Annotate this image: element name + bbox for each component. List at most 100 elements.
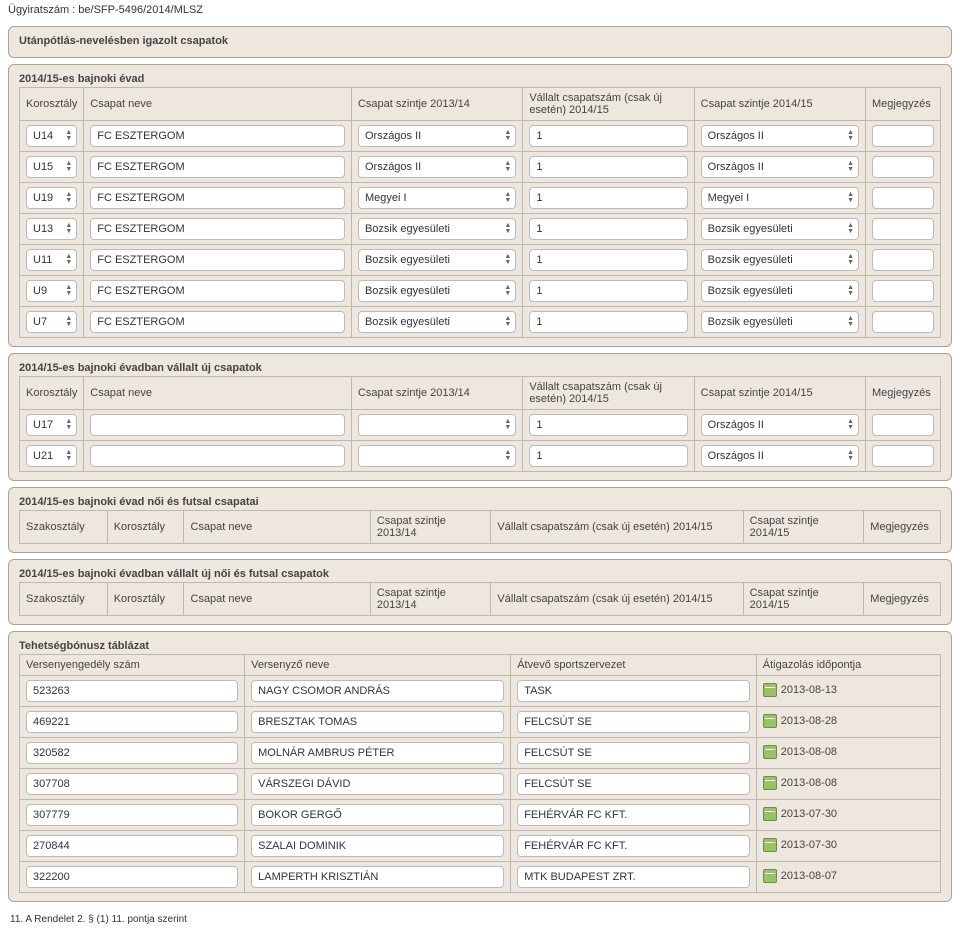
note-input[interactable]: [872, 311, 934, 333]
level-2014-select[interactable]: Országos II▲▼: [701, 125, 859, 147]
select-value: U7: [33, 316, 47, 328]
player-name-input[interactable]: NAGY CSOMOR ANDRÁS: [251, 680, 504, 702]
receiving-org-input[interactable]: FELCSÚT SE: [517, 742, 750, 764]
th-megj: Megjegyzés: [866, 377, 941, 410]
receiving-org-input[interactable]: FEHÉRVÁR FC KFT.: [517, 835, 750, 857]
player-name-input[interactable]: VÁRSZEGI DÁVID: [251, 773, 504, 795]
team-name-input[interactable]: FC ESZTERGOM: [90, 280, 345, 302]
receiving-org-input[interactable]: FELCSÚT SE: [517, 773, 750, 795]
age-group-select[interactable]: U17▲▼: [26, 414, 77, 436]
level-2013-select[interactable]: Országos II▲▼: [358, 156, 516, 178]
team-name-input[interactable]: [90, 445, 345, 467]
level-2014-select[interactable]: Országos II▲▼: [701, 414, 859, 436]
level-2013-select[interactable]: Bozsik egyesületi▲▼: [358, 311, 516, 333]
note-input[interactable]: [872, 445, 934, 467]
receiving-org-input[interactable]: MTK BUDAPEST ZRT.: [517, 866, 750, 888]
license-number-input[interactable]: 307708: [26, 773, 238, 795]
player-name-input[interactable]: MOLNÁR AMBRUS PÉTER: [251, 742, 504, 764]
note-input[interactable]: [872, 249, 934, 271]
stepper-icon: ▲▼: [504, 192, 511, 204]
th-szintje13: Csapat szintje 2013/14: [370, 583, 491, 616]
license-number-input[interactable]: 270844: [26, 835, 238, 857]
level-2014-select[interactable]: Bozsik egyesületi▲▼: [701, 218, 859, 240]
transfer-date-field[interactable]: 2013-08-13: [763, 683, 837, 697]
select-value: Megyei I: [708, 192, 750, 204]
team-name-input[interactable]: FC ESZTERGOM: [90, 187, 345, 209]
transfer-date-field[interactable]: 2013-08-28: [763, 714, 837, 728]
team-name-input[interactable]: FC ESZTERGOM: [90, 156, 345, 178]
level-2014-select[interactable]: Országos II▲▼: [701, 156, 859, 178]
table-row: 523263 NAGY CSOMOR ANDRÁS TASK 2013-08-13: [20, 676, 941, 707]
team-count-input[interactable]: 1: [529, 280, 687, 302]
license-number-input[interactable]: 322200: [26, 866, 238, 888]
team-count-input[interactable]: 1: [529, 218, 687, 240]
license-number-input[interactable]: 307779: [26, 804, 238, 826]
level-2013-select[interactable]: Megyei I▲▼: [358, 187, 516, 209]
team-name-input[interactable]: FC ESZTERGOM: [90, 311, 345, 333]
level-2013-select[interactable]: Bozsik egyesületi▲▼: [358, 280, 516, 302]
note-input[interactable]: [872, 125, 934, 147]
age-group-select[interactable]: U19▲▼: [26, 187, 77, 209]
input-value: 523263: [33, 685, 70, 697]
input-value: 1: [536, 223, 542, 235]
level-2013-select[interactable]: Bozsik egyesületi▲▼: [358, 249, 516, 271]
input-value: 1: [536, 192, 542, 204]
player-name-input[interactable]: BRESZTAK TOMAS: [251, 711, 504, 733]
case-number: Ügyiratszám : be/SFP-5496/2014/MLSZ: [0, 0, 960, 20]
note-input[interactable]: [872, 187, 934, 209]
level-2013-select[interactable]: Országos II▲▼: [358, 125, 516, 147]
receiving-org-input[interactable]: FEHÉRVÁR FC KFT.: [517, 804, 750, 826]
transfer-date-field[interactable]: 2013-07-30: [763, 838, 837, 852]
license-number-input[interactable]: 469221: [26, 711, 238, 733]
input-value: 270844: [33, 840, 70, 852]
age-group-select[interactable]: U11▲▼: [26, 249, 77, 271]
receiving-org-input[interactable]: FELCSÚT SE: [517, 711, 750, 733]
panel-title: 2014/15-es bajnoki évadban vállalt új nő…: [19, 568, 941, 580]
stepper-icon: ▲▼: [847, 316, 854, 328]
team-count-input[interactable]: 1: [529, 187, 687, 209]
note-input[interactable]: [872, 218, 934, 240]
license-number-input[interactable]: 320582: [26, 742, 238, 764]
th-csapat: Csapat neve: [84, 377, 352, 410]
note-input[interactable]: [872, 280, 934, 302]
level-2013-select[interactable]: ▲▼: [358, 445, 516, 467]
age-group-select[interactable]: U13▲▼: [26, 218, 77, 240]
age-group-select[interactable]: U9▲▼: [26, 280, 77, 302]
team-count-input[interactable]: 1: [529, 445, 687, 467]
team-name-input[interactable]: FC ESZTERGOM: [90, 218, 345, 240]
age-group-select[interactable]: U7▲▼: [26, 311, 77, 333]
age-group-select[interactable]: U14▲▼: [26, 125, 77, 147]
team-count-input[interactable]: 1: [529, 414, 687, 436]
age-group-select[interactable]: U15▲▼: [26, 156, 77, 178]
level-2014-select[interactable]: Bozsik egyesületi▲▼: [701, 280, 859, 302]
team-count-input[interactable]: 1: [529, 156, 687, 178]
team-name-input[interactable]: [90, 414, 345, 436]
transfer-date-field[interactable]: 2013-08-08: [763, 776, 837, 790]
team-name-input[interactable]: FC ESZTERGOM: [90, 249, 345, 271]
transfer-date-field[interactable]: 2013-08-08: [763, 745, 837, 759]
note-input[interactable]: [872, 156, 934, 178]
transfer-date-field[interactable]: 2013-07-30: [763, 807, 837, 821]
level-2013-select[interactable]: Bozsik egyesületi▲▼: [358, 218, 516, 240]
player-name-input[interactable]: BOKOR GERGŐ: [251, 804, 504, 826]
th-verseny: Versenyengedély szám: [20, 655, 245, 676]
note-input[interactable]: [872, 414, 934, 436]
level-2013-select[interactable]: ▲▼: [358, 414, 516, 436]
player-name-input[interactable]: SZALAI DOMINIK: [251, 835, 504, 857]
date-value: 2013-07-30: [781, 839, 837, 851]
team-count-input[interactable]: 1: [529, 249, 687, 271]
level-2014-select[interactable]: Bozsik egyesületi▲▼: [701, 311, 859, 333]
player-name-input[interactable]: LAMPERTH KRISZTIÁN: [251, 866, 504, 888]
level-2014-select[interactable]: Bozsik egyesületi▲▼: [701, 249, 859, 271]
team-count-input[interactable]: 1: [529, 311, 687, 333]
transfer-date-field[interactable]: 2013-08-07: [763, 869, 837, 883]
level-2014-select[interactable]: Megyei I▲▼: [701, 187, 859, 209]
input-value: 1: [536, 419, 542, 431]
receiving-org-input[interactable]: TASK: [517, 680, 750, 702]
level-2014-select[interactable]: Országos II▲▼: [701, 445, 859, 467]
age-group-select[interactable]: U21▲▼: [26, 445, 77, 467]
team-name-input[interactable]: FC ESZTERGOM: [90, 125, 345, 147]
panel-title: 2014/15-es bajnoki évad: [19, 73, 941, 85]
license-number-input[interactable]: 523263: [26, 680, 238, 702]
team-count-input[interactable]: 1: [529, 125, 687, 147]
